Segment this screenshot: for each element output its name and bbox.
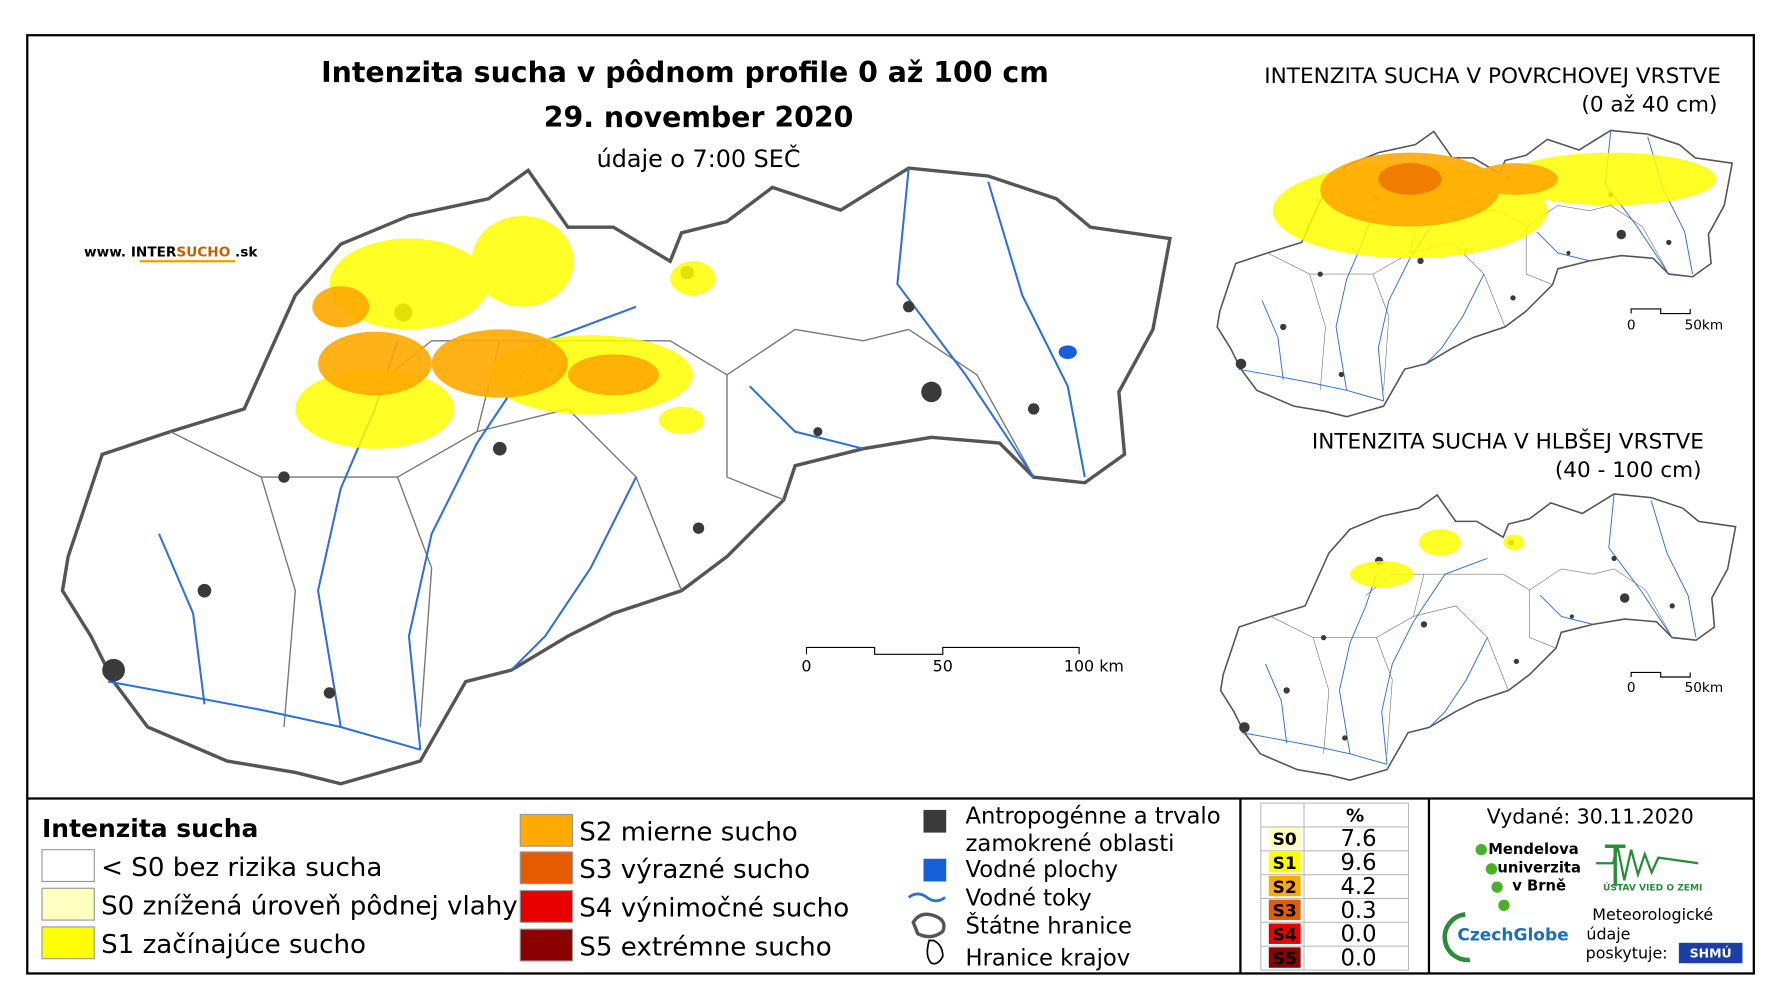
shmu-logo (1678, 942, 1743, 964)
scale-label: 50km (1685, 680, 1724, 696)
overlay-legend-label: Vodné plochy (966, 857, 1119, 883)
label-line: poskytuje: (1586, 944, 1668, 963)
inset-subtitle: (0 až 40 cm) (1581, 92, 1717, 117)
scale-label: 0 (1627, 680, 1636, 696)
website-part: SUCHO (176, 245, 230, 261)
class-cell (1268, 828, 1301, 849)
icon-region (926, 939, 944, 965)
shmu-text: SHMÚ (1690, 946, 1732, 961)
class-label: S0 (1273, 830, 1297, 850)
czechglobe-arc (1442, 912, 1471, 963)
website-part: .sk (230, 245, 258, 261)
czechglobe-text: CzechGlobe (1457, 926, 1568, 946)
label-line: Meteorologické (1592, 905, 1713, 924)
percent-value: 0.0 (1340, 922, 1376, 948)
ustav-logo (1605, 844, 1626, 887)
scale-label: 0 (801, 656, 811, 675)
class-cell (1268, 923, 1301, 944)
legend-label: S1 začínajúce sucho (101, 930, 366, 960)
website: www. INTERSUCHO .sk (84, 245, 258, 261)
overlay-legend-label: Vodné toky (966, 885, 1092, 911)
map-date: 29. november 2020 (544, 101, 854, 134)
percent-value: 4.2 (1340, 874, 1376, 900)
class-label: S1 (1273, 854, 1297, 874)
legend-label: S3 výrazné sucho (579, 855, 810, 885)
overlay-legend-label: Štátne hranice (966, 912, 1132, 940)
legend-swatch (519, 813, 574, 847)
legend-swatch (41, 849, 95, 883)
inset-scale-bar (1630, 671, 1691, 678)
percent-value: 7.6 (1340, 826, 1376, 852)
stats-table: % S0 7.6 S1 9.6 S2 4.2 S3 0.3 S4 0.0 S5 0.0 (1260, 802, 1410, 972)
percent-value: 0.3 (1340, 898, 1376, 924)
class-label: S5 (1273, 949, 1297, 969)
legend-swatch (41, 887, 95, 921)
percent-value: 0.0 (1340, 946, 1376, 972)
table-border (1260, 802, 1410, 971)
legend-swatch (519, 851, 574, 885)
legend-label: S2 mierne sucho (579, 818, 797, 848)
inset-title: INTENZITA SUCHA V HLBŠEJ VRSTVE (1312, 429, 1704, 455)
label-line: zamokrené oblasti (966, 831, 1175, 857)
icon-water (923, 858, 947, 882)
overlay-legend-label: Antropogénne a trvalo zamokrené oblasti (966, 804, 1221, 857)
icon-border (911, 912, 946, 939)
legend-label: S0 znížená úroveň pôdnej vlahy (101, 891, 518, 921)
label-line: Antropogénne a trvalo (966, 804, 1221, 830)
overlay-legend-label: Hranice krajov (966, 946, 1131, 972)
legend-label: S5 extrémne sucho (579, 932, 831, 962)
legend: < S0 bez rizika sucha S0 znížená úroveň p… (41, 813, 849, 962)
legend-swatch (519, 889, 574, 923)
main-map (60, 166, 1172, 786)
legend-title: Intenzita sucha (42, 814, 258, 843)
inset-map (1219, 493, 1737, 781)
label-line: údaje (1586, 924, 1630, 943)
class-label: S3 (1273, 902, 1297, 922)
class-cell (1268, 875, 1301, 897)
map-title: Intenzita sucha v pôdnom profile 0 až 10… (321, 56, 1049, 89)
table-header: % (1346, 805, 1364, 826)
class-cell (1268, 899, 1301, 921)
label-line: univerzita (1497, 859, 1581, 876)
scale-label: 0 (1627, 317, 1636, 333)
inset-scale-bar (1630, 308, 1691, 315)
main-scale-bar (805, 646, 1080, 655)
issued-date: Vydané: 30.11.2020 (1487, 805, 1694, 829)
legend-label: < S0 bez rizika sucha (101, 853, 382, 883)
percent-value: 9.6 (1340, 850, 1376, 876)
meteo-text: Meteorologické údaje poskytuje: (1586, 905, 1714, 963)
icon-urban (923, 809, 947, 833)
label-line: Mendelova (1488, 841, 1579, 858)
ustav-text: ÚSTAV VIED O ZEMI (1603, 882, 1702, 894)
scale-label: 100 km (1064, 656, 1124, 675)
legend-label: S4 výnimočné sucho (579, 894, 849, 924)
mendel-logo (1475, 843, 1510, 911)
inset-title: INTENZITA SUCHA V POVRCHOVEJ VRSTVE (1264, 64, 1721, 89)
class-label: S2 (1273, 878, 1297, 898)
map-time-note: údaje o 7:00 SEČ (597, 145, 801, 173)
scale-label: 50km (1685, 317, 1724, 333)
website-part: www. INTER (84, 245, 177, 261)
legend-swatch (519, 928, 574, 962)
label-line: v Brně (1512, 878, 1566, 895)
class-cell (1268, 947, 1301, 968)
mendel-text: Mendelova univerzita v Brně (1488, 841, 1581, 894)
inset-subtitle: (40 - 100 cm) (1555, 458, 1702, 483)
icon-river (907, 892, 946, 903)
inset-map (1216, 129, 1733, 418)
legend-swatch (41, 926, 95, 960)
class-label: S4 (1273, 926, 1297, 946)
scale-label: 50 (933, 656, 953, 675)
class-cell (1268, 851, 1301, 873)
